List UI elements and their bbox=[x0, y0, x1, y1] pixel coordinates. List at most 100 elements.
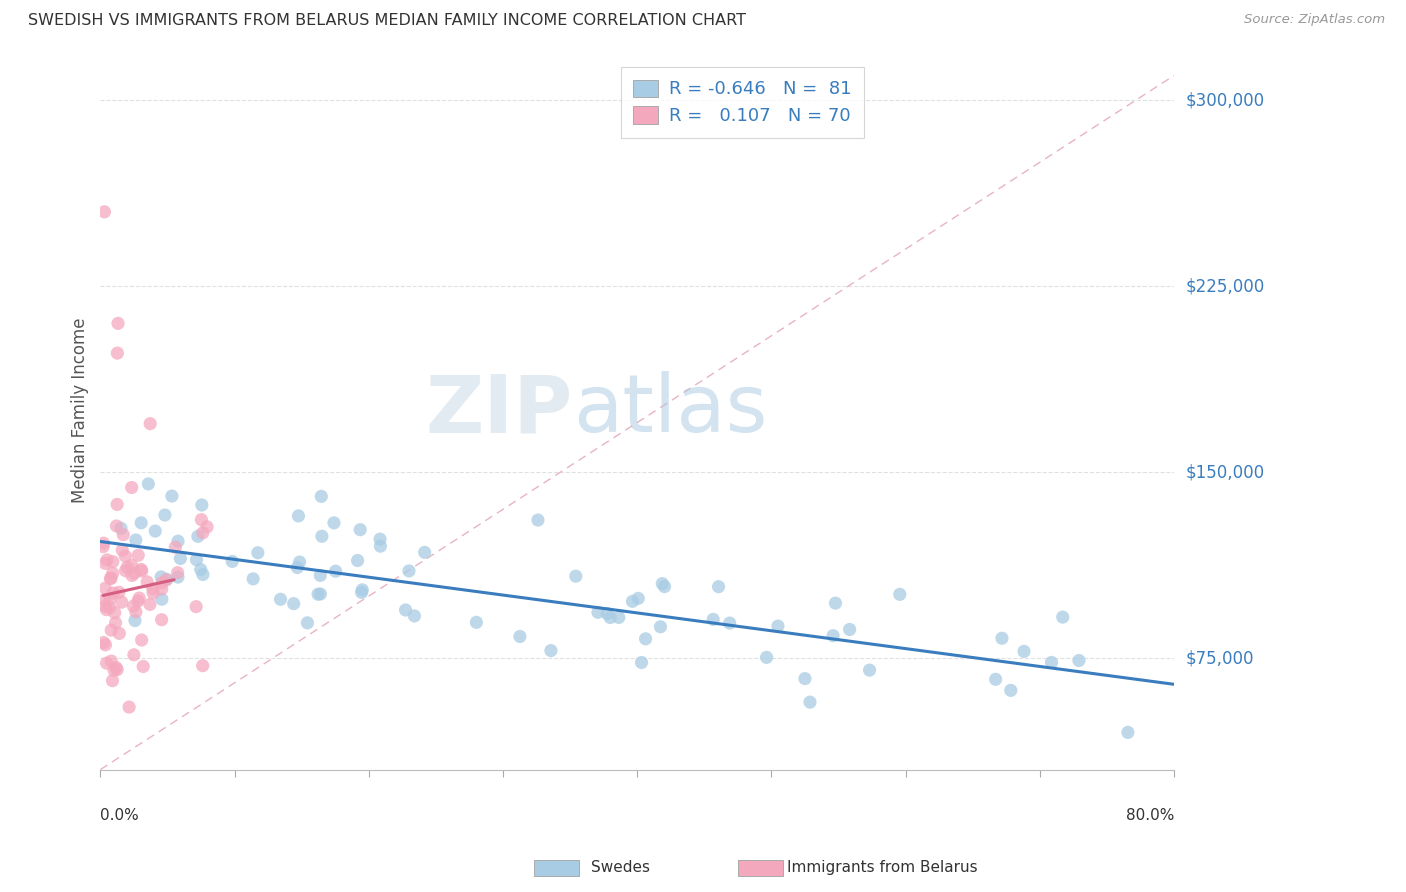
Point bbox=[125, 605, 148, 619]
Point bbox=[129, 562, 152, 576]
Point bbox=[165, 540, 187, 554]
Point bbox=[94, 581, 117, 595]
Point bbox=[129, 516, 152, 530]
Point bbox=[221, 554, 243, 568]
Point bbox=[799, 695, 821, 709]
Point bbox=[718, 616, 741, 631]
Point bbox=[100, 571, 122, 585]
Point bbox=[94, 638, 117, 652]
Point bbox=[110, 521, 132, 535]
Point bbox=[527, 513, 550, 527]
Text: 80.0%: 80.0% bbox=[1126, 808, 1174, 823]
Point bbox=[118, 700, 141, 714]
Point bbox=[297, 615, 319, 630]
Point bbox=[142, 586, 165, 600]
Point bbox=[311, 489, 333, 503]
Point bbox=[352, 582, 374, 597]
Point bbox=[127, 594, 149, 608]
Point bbox=[138, 476, 160, 491]
Point bbox=[794, 672, 817, 686]
Point bbox=[136, 574, 159, 589]
Point bbox=[160, 489, 183, 503]
Point bbox=[156, 573, 179, 587]
Point bbox=[346, 553, 368, 567]
Point bbox=[108, 585, 131, 599]
Point bbox=[349, 523, 371, 537]
Point bbox=[104, 606, 127, 620]
Point bbox=[509, 630, 531, 644]
Point bbox=[465, 615, 488, 630]
Point bbox=[190, 513, 212, 527]
Text: $150,000: $150,000 bbox=[1185, 463, 1264, 481]
Point bbox=[1012, 644, 1035, 658]
Point bbox=[307, 587, 329, 601]
Point bbox=[101, 555, 124, 569]
Point bbox=[125, 533, 148, 547]
Text: Immigrants from Belarus: Immigrants from Belarus bbox=[787, 860, 979, 874]
Point bbox=[823, 629, 845, 643]
Point bbox=[108, 626, 131, 640]
Point bbox=[1000, 683, 1022, 698]
Point bbox=[150, 570, 173, 584]
Point bbox=[1040, 656, 1063, 670]
Point bbox=[1116, 725, 1139, 739]
Point bbox=[112, 527, 135, 541]
Point bbox=[166, 566, 188, 580]
Point bbox=[630, 656, 652, 670]
Point bbox=[634, 632, 657, 646]
Point bbox=[586, 605, 609, 619]
Point bbox=[153, 508, 176, 522]
Point bbox=[167, 534, 190, 549]
Point bbox=[599, 610, 621, 624]
Point bbox=[93, 536, 115, 550]
Point bbox=[186, 552, 208, 566]
Point bbox=[707, 580, 730, 594]
Point bbox=[246, 546, 269, 560]
Point bbox=[98, 600, 121, 615]
Point bbox=[93, 592, 115, 607]
Point bbox=[650, 620, 672, 634]
Point bbox=[132, 659, 155, 673]
Point bbox=[103, 664, 125, 678]
Point bbox=[105, 663, 128, 677]
Point bbox=[93, 635, 115, 649]
Point bbox=[139, 598, 162, 612]
Point bbox=[105, 519, 128, 533]
Point bbox=[323, 516, 346, 530]
Point bbox=[128, 591, 150, 605]
Point bbox=[139, 417, 162, 431]
Text: $300,000: $300,000 bbox=[1185, 91, 1264, 109]
Point bbox=[94, 599, 117, 614]
Point bbox=[596, 607, 619, 621]
Point bbox=[100, 654, 122, 668]
Point bbox=[195, 520, 218, 534]
Point bbox=[190, 562, 212, 576]
Point bbox=[413, 545, 436, 559]
Point bbox=[270, 592, 292, 607]
Point bbox=[98, 592, 121, 607]
Point bbox=[191, 567, 214, 582]
Text: 0.0%: 0.0% bbox=[100, 808, 139, 823]
Point bbox=[104, 615, 127, 630]
Text: ZIP: ZIP bbox=[426, 371, 572, 450]
Y-axis label: Median Family Income: Median Family Income bbox=[72, 318, 89, 503]
Point bbox=[287, 560, 309, 574]
Point bbox=[122, 599, 145, 614]
Point bbox=[114, 549, 136, 563]
Text: SWEDISH VS IMMIGRANTS FROM BELARUS MEDIAN FAMILY INCOME CORRELATION CHART: SWEDISH VS IMMIGRANTS FROM BELARUS MEDIA… bbox=[28, 13, 747, 29]
Legend: R = -0.646   N =  81, R =   0.107   N = 70: R = -0.646 N = 81, R = 0.107 N = 70 bbox=[620, 67, 865, 138]
Point bbox=[115, 560, 138, 574]
Point bbox=[309, 587, 332, 601]
Text: atlas: atlas bbox=[572, 371, 768, 450]
Point bbox=[121, 481, 143, 495]
Point bbox=[755, 650, 778, 665]
Point bbox=[150, 575, 173, 590]
Point bbox=[101, 673, 124, 688]
Point bbox=[991, 632, 1014, 646]
Point bbox=[101, 566, 124, 581]
Point bbox=[311, 529, 333, 543]
Point bbox=[150, 613, 173, 627]
Point bbox=[111, 595, 134, 609]
Point bbox=[283, 597, 305, 611]
Point bbox=[1067, 653, 1090, 667]
